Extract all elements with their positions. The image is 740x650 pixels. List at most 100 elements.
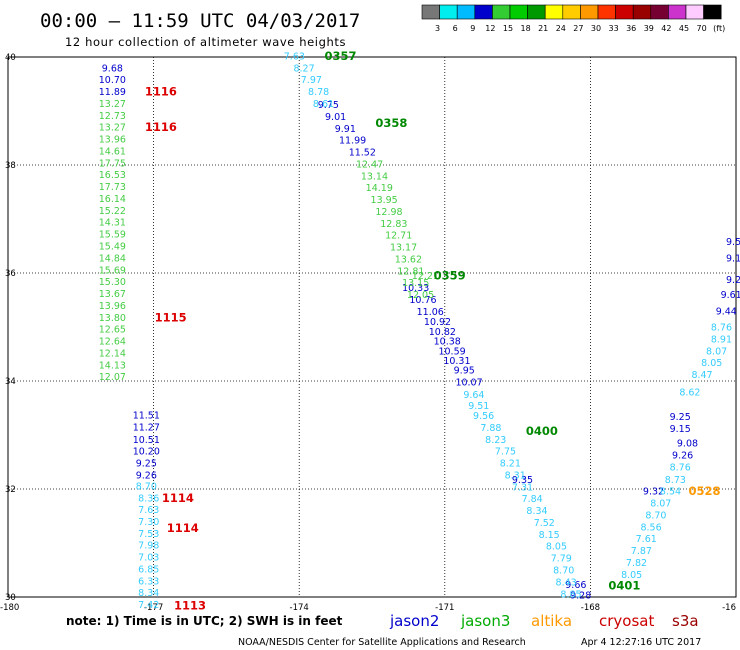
pass-time-label: 0359	[434, 269, 466, 283]
swh-value-label: 8.85	[560, 589, 581, 600]
colorbar-label: (ft)	[713, 24, 725, 33]
swh-value-label: 14.19	[366, 183, 393, 194]
satellite-legend-jason2: jason2	[389, 612, 439, 630]
swh-value-label: 7.30	[138, 517, 159, 528]
swh-value-label: 8.70	[645, 510, 666, 521]
colorbar-swatch	[527, 4, 546, 20]
plot-area	[7, 56, 737, 598]
swh-value-label: 10.38	[434, 337, 461, 348]
swh-value-label: 8.05	[546, 542, 567, 553]
swh-value-label: 12.81	[397, 266, 424, 277]
swh-value-label: 15.22	[99, 206, 126, 217]
swh-value-label: 12.83	[380, 219, 407, 230]
swh-value-label: 7.88	[480, 423, 501, 434]
swh-value-label: 7.61	[636, 534, 657, 545]
swh-value-label: 8.34	[138, 588, 159, 599]
swh-value-label: 10.33	[402, 283, 429, 294]
swh-value-label: 17.73	[99, 182, 126, 193]
swh-value-label: 15.69	[99, 265, 126, 276]
swh-value-label: 9.32	[643, 487, 664, 498]
colorbar-label: 15	[503, 24, 513, 33]
x-tick-label: -174	[290, 603, 309, 613]
swh-value-label: 7.84	[522, 494, 543, 505]
swh-value-label: 15.30	[99, 277, 126, 288]
swh-value-label: 9.75	[318, 100, 339, 111]
swh-value-label: 12.07	[99, 372, 126, 383]
chart-title: 00:00 — 11:59 UTC 04/03/2017	[40, 10, 360, 32]
swh-value-label: 9.64	[463, 390, 484, 401]
swh-value-label: 8.61	[313, 99, 334, 110]
colorbar-label: 9	[470, 24, 475, 33]
swh-value-label: 13.67	[99, 289, 126, 300]
swh-value-label: 12.21	[412, 271, 439, 282]
swh-value-label: 11.99	[339, 136, 366, 147]
y-tick-label: 34	[5, 377, 16, 387]
pass-time-label: 1113	[174, 599, 206, 613]
swh-value-label: 6.33	[138, 576, 159, 587]
swh-value-label: 10.51	[133, 435, 160, 446]
credit-text: NOAA/NESDIS Center for Satellite Applica…	[238, 637, 526, 648]
pass-time-label: 0400	[526, 424, 558, 438]
swh-value-label: 11.51	[133, 411, 160, 422]
colorbar-label: 21	[538, 24, 548, 33]
colorbar-label: 70	[697, 24, 707, 33]
swh-value-label: 11.52	[349, 148, 376, 159]
swh-value-label: 7.98	[138, 541, 159, 552]
colorbar-label: 36	[626, 24, 636, 33]
swh-value-label: 8.21	[500, 459, 521, 470]
swh-value-label: 14.13	[99, 360, 126, 371]
swh-value-label: 13.95	[371, 195, 398, 206]
swh-value-label: 9.15	[670, 424, 691, 435]
colorbar-swatch	[456, 4, 476, 20]
swh-value-label: 12.71	[385, 231, 412, 242]
swh-value-label: 9.25	[136, 459, 157, 470]
swh-value-label: 9.95	[454, 366, 475, 377]
swh-value-label: 13.15	[402, 278, 429, 289]
pass-time-label: 1114	[167, 521, 199, 535]
pass-time-label: 0357	[324, 49, 356, 63]
swh-value-label: 8.47	[691, 370, 712, 381]
colorbar-label: 24	[556, 24, 566, 33]
pass-time-labels: 0357 0358 0359 0400 0401 1116 1116 1115 1114 1114…	[145, 49, 721, 613]
swh-value-label: 13.96	[99, 135, 126, 146]
swh-value-label: 8.43	[556, 577, 577, 588]
satellite-legend-jason3: jason3	[460, 612, 510, 630]
swh-value-label: 8.05	[701, 358, 722, 369]
swh-value-label: 7.75	[495, 447, 516, 458]
swh-value-label: 8.70	[136, 481, 157, 492]
swh-value-label: 16.14	[99, 194, 126, 205]
swh-value-label: 12.05	[407, 290, 434, 301]
swh-value-label: 14.84	[99, 253, 126, 264]
colorbar-swatch	[650, 4, 669, 20]
swh-value-label: 7.03	[138, 553, 159, 564]
colorbar-swatch	[580, 4, 599, 20]
swh-value-label: 8.70	[553, 566, 574, 577]
swh-value-label: 7.42	[138, 600, 159, 611]
colorbar-swatch	[439, 4, 458, 20]
swh-value-label: 14.31	[99, 218, 126, 229]
swh-value-label: 10.82	[429, 327, 456, 338]
swh-value-label: 11.06	[417, 307, 444, 318]
swh-value-label: 13.27	[99, 123, 126, 134]
swh-value-label: 9.51	[468, 401, 489, 412]
x-tick-label: -16	[722, 603, 736, 613]
pass-time-label: 0528	[688, 484, 720, 498]
colorbar-legend: 3 6 9 12 15 18 21 24 27 30 33 36 39 42 45 70 (ft)	[421, 4, 725, 33]
colorbar-swatch	[615, 4, 634, 20]
swh-value-label: 8.91	[711, 334, 732, 345]
axis-ticks: -180 -177 -174 -171 -168 -16 30 32 34 36 38 40	[0, 53, 736, 613]
swh-value-label: 8.54	[660, 487, 681, 498]
swh-value-label: 8.62	[679, 387, 700, 398]
swh-value-label: 8.56	[640, 522, 661, 533]
swh-value-label: 9.61	[721, 290, 740, 301]
swh-value-label: 12.73	[99, 111, 126, 122]
y-tick-label: 38	[5, 161, 16, 171]
pass-time-label: 1116	[145, 120, 177, 134]
swh-value-label: 8.73	[665, 475, 686, 486]
x-tick-label: -168	[581, 603, 600, 613]
pass-time-label: 0358	[375, 116, 407, 130]
swh-value-label: 8.76	[711, 323, 732, 334]
swh-value-label: 8.31	[505, 470, 526, 481]
swh-value-label: 9.08	[677, 439, 698, 450]
